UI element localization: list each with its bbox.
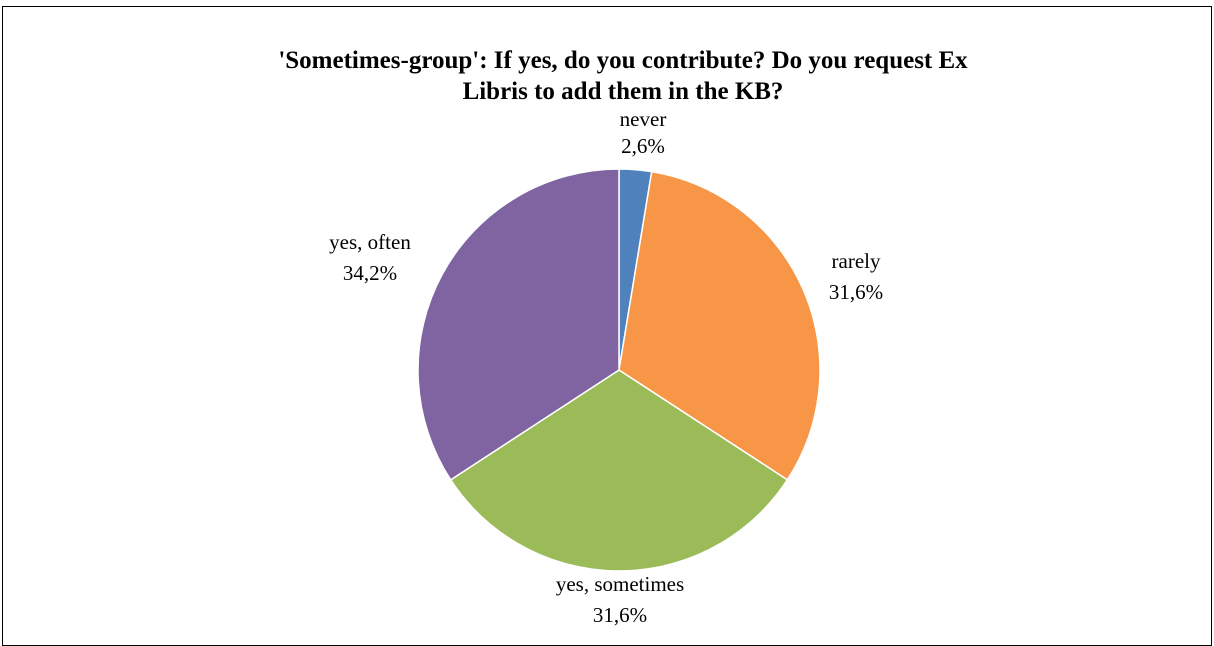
data-label-percent: 31,6% [593, 603, 647, 627]
pie-slice-rarely [618, 170, 821, 481]
data-label-percent: 31,6% [829, 280, 883, 304]
data-label-category: yes, sometimes [556, 572, 684, 596]
pie-slices [417, 168, 821, 572]
data-label-category: yes, often [329, 230, 411, 254]
data-label-category: never [620, 107, 667, 131]
data-label-category: rarely [832, 249, 881, 273]
pie-data-labels: never 2,6% rarely 31,6% yes, sometimes 31,6% y… [329, 107, 883, 627]
chart-title: 'Sometimes-group': If yes, do you contri… [3, 45, 1214, 107]
data-label-percent: 34,2% [343, 261, 397, 285]
data-label-percent: 2,6% [621, 134, 665, 158]
chart-title-line-2: Libris to add them in the KB? [462, 78, 784, 105]
chart-title-line-1: 'Sometimes-group': If yes, do you contri… [278, 47, 968, 74]
pie-chart: never 2,6% rarely 31,6% yes, sometimes 31,6% y… [329, 107, 883, 627]
pie-slice-yes-often [417, 168, 620, 481]
pie-slice-yes-sometimes [449, 369, 789, 572]
